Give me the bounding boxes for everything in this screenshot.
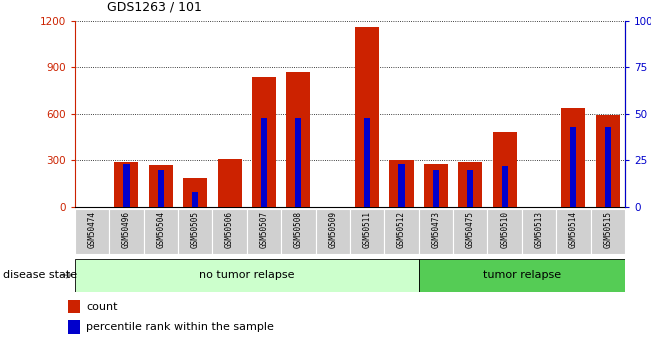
- Text: GSM50509: GSM50509: [328, 211, 337, 248]
- Text: GSM50475: GSM50475: [465, 211, 475, 248]
- Bar: [261, 118, 267, 207]
- Text: GSM50514: GSM50514: [569, 211, 578, 248]
- Bar: [433, 170, 439, 207]
- Bar: [68, 300, 81, 313]
- Bar: [68, 320, 81, 334]
- Text: GSM50506: GSM50506: [225, 211, 234, 248]
- Bar: [115, 162, 139, 207]
- Bar: [355, 27, 379, 207]
- Text: GSM50473: GSM50473: [432, 211, 440, 248]
- Bar: [286, 72, 311, 207]
- Text: GSM50508: GSM50508: [294, 211, 303, 248]
- Bar: [522, 209, 556, 254]
- Bar: [419, 259, 625, 292]
- Text: GSM50512: GSM50512: [397, 211, 406, 248]
- Text: GDS1263 / 101: GDS1263 / 101: [107, 1, 202, 14]
- Text: GSM50496: GSM50496: [122, 211, 131, 248]
- Bar: [212, 209, 247, 254]
- Bar: [561, 108, 585, 207]
- Bar: [453, 209, 488, 254]
- Bar: [144, 209, 178, 254]
- Bar: [398, 164, 404, 207]
- Bar: [605, 127, 611, 207]
- Bar: [419, 209, 453, 254]
- Bar: [384, 209, 419, 254]
- Bar: [488, 209, 522, 254]
- Bar: [316, 209, 350, 254]
- Bar: [296, 118, 301, 207]
- Bar: [281, 209, 316, 254]
- Bar: [570, 127, 577, 207]
- Text: count: count: [86, 302, 117, 312]
- Bar: [364, 118, 370, 207]
- Bar: [178, 209, 212, 254]
- Text: GSM50515: GSM50515: [603, 211, 613, 248]
- Bar: [158, 170, 164, 207]
- Text: disease state: disease state: [3, 270, 77, 280]
- Bar: [75, 209, 109, 254]
- Text: no tumor relapse: no tumor relapse: [199, 270, 294, 280]
- Bar: [389, 160, 413, 207]
- Text: GSM50504: GSM50504: [156, 211, 165, 248]
- Text: GSM50507: GSM50507: [260, 211, 268, 248]
- Bar: [596, 116, 620, 207]
- Bar: [109, 209, 144, 254]
- Bar: [590, 209, 625, 254]
- Bar: [149, 165, 173, 207]
- Bar: [247, 209, 281, 254]
- Bar: [350, 209, 384, 254]
- Bar: [75, 259, 419, 292]
- Text: GSM50513: GSM50513: [534, 211, 544, 248]
- Bar: [217, 159, 242, 207]
- Text: tumor relapse: tumor relapse: [483, 270, 561, 280]
- Bar: [252, 77, 276, 207]
- Text: GSM50510: GSM50510: [500, 211, 509, 248]
- Bar: [467, 170, 473, 207]
- Text: GSM50505: GSM50505: [191, 211, 200, 248]
- Text: GSM50511: GSM50511: [363, 211, 372, 248]
- Bar: [501, 166, 508, 207]
- Bar: [192, 192, 199, 207]
- Bar: [458, 162, 482, 207]
- Text: percentile rank within the sample: percentile rank within the sample: [86, 322, 274, 332]
- Bar: [493, 132, 517, 207]
- Bar: [123, 164, 130, 207]
- Text: GSM50474: GSM50474: [87, 211, 96, 248]
- Bar: [183, 178, 207, 207]
- Bar: [556, 209, 590, 254]
- Bar: [424, 164, 448, 207]
